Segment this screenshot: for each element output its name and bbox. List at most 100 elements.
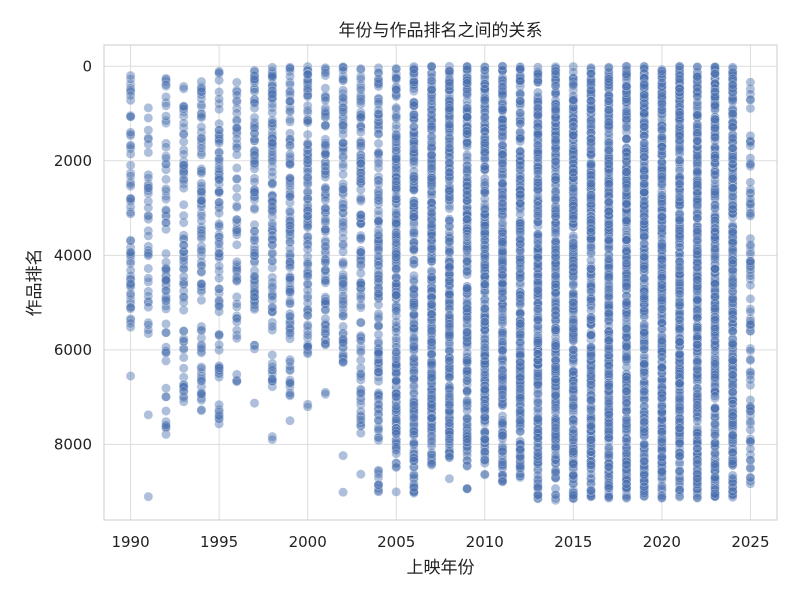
data-point	[409, 173, 419, 184]
data-point	[285, 149, 295, 160]
data-point	[479, 95, 490, 106]
data-point	[586, 159, 596, 170]
data-point	[161, 217, 171, 228]
data-point	[497, 247, 508, 257]
data-point	[214, 125, 224, 136]
data-point	[249, 245, 260, 255]
data-point	[214, 266, 224, 276]
data-point	[125, 129, 136, 140]
data-point	[497, 418, 508, 428]
data-point	[586, 170, 596, 181]
data-point	[497, 140, 508, 150]
data-point	[355, 469, 366, 480]
data-point	[568, 266, 579, 277]
data-point	[302, 69, 313, 80]
data-point	[231, 260, 242, 270]
data-point	[320, 95, 331, 106]
data-point	[409, 259, 419, 269]
data-point	[196, 373, 207, 384]
data-point	[285, 224, 295, 234]
data-point	[391, 401, 402, 412]
data-point	[444, 345, 455, 356]
data-point	[550, 104, 561, 115]
data-point	[426, 61, 437, 72]
data-point	[603, 308, 614, 319]
data-point	[125, 318, 136, 329]
data-point	[178, 391, 189, 402]
data-point	[373, 230, 384, 241]
data-point	[409, 470, 419, 481]
data-point	[479, 369, 490, 380]
data-point	[249, 247, 260, 258]
data-point	[355, 210, 366, 220]
data-point	[426, 254, 437, 265]
data-point	[515, 160, 526, 171]
data-point	[426, 337, 437, 348]
data-point	[285, 117, 295, 127]
data-point	[338, 120, 348, 131]
data-point	[231, 108, 242, 118]
data-point	[285, 152, 295, 162]
data-point	[391, 367, 402, 378]
data-point	[178, 255, 189, 266]
data-point	[125, 288, 136, 299]
data-point	[479, 325, 490, 336]
data-point	[214, 104, 224, 115]
data-point	[196, 133, 207, 144]
data-point	[462, 164, 472, 175]
data-point	[515, 383, 526, 394]
data-point	[143, 214, 154, 224]
data-point	[161, 392, 171, 402]
data-point	[391, 218, 402, 229]
data-point	[125, 177, 136, 187]
data-point	[426, 393, 437, 404]
data-point	[249, 153, 260, 164]
data-point	[586, 178, 596, 189]
data-point	[196, 245, 207, 255]
data-point	[462, 413, 472, 424]
data-point	[586, 312, 596, 323]
data-point	[285, 260, 295, 271]
data-point	[355, 268, 366, 279]
data-point	[231, 325, 242, 336]
data-point	[338, 65, 348, 76]
data-point	[196, 405, 207, 415]
data-point	[267, 295, 278, 306]
data-point	[391, 72, 402, 83]
data-point	[196, 347, 207, 358]
data-point	[479, 111, 490, 122]
data-point	[196, 267, 207, 277]
data-point	[214, 406, 224, 417]
data-point	[267, 149, 278, 160]
data-point	[462, 111, 472, 122]
data-point	[533, 177, 543, 188]
data-point	[391, 154, 402, 164]
data-point	[196, 136, 207, 147]
data-point	[267, 178, 278, 188]
data-point	[391, 263, 402, 274]
data-point	[214, 153, 224, 164]
data-point	[267, 325, 278, 335]
data-point	[409, 155, 419, 166]
data-point	[161, 194, 171, 204]
data-point	[267, 138, 278, 148]
data-point	[143, 188, 154, 199]
data-point	[409, 283, 419, 294]
data-point	[143, 291, 154, 301]
data-point	[391, 414, 402, 424]
data-point	[125, 160, 136, 171]
data-point	[568, 130, 579, 141]
data-point	[497, 104, 508, 115]
data-point	[338, 184, 348, 195]
data-point	[214, 248, 224, 259]
data-point	[285, 106, 295, 117]
data-point	[231, 86, 242, 97]
data-point	[214, 239, 224, 249]
data-point	[285, 86, 295, 97]
data-point	[479, 84, 490, 94]
data-point	[550, 211, 561, 222]
data-point	[161, 248, 171, 259]
data-point	[462, 327, 472, 338]
data-point	[196, 321, 207, 332]
data-point	[409, 184, 419, 195]
